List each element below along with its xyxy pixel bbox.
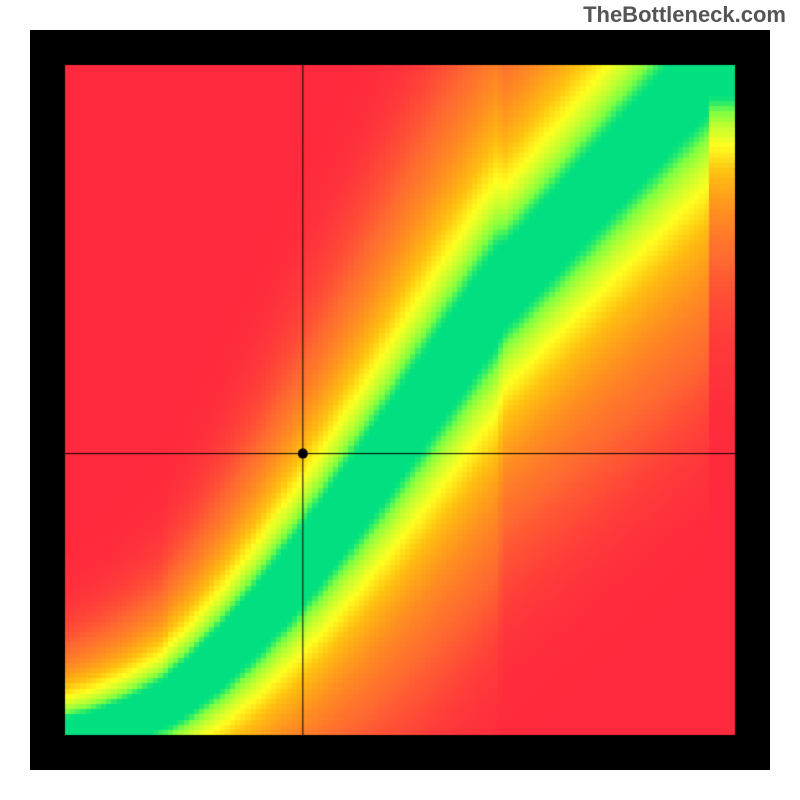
- watermark-text: TheBottleneck.com: [583, 2, 786, 28]
- heatmap-canvas: [30, 30, 770, 770]
- bottleneck-heatmap-chart: [30, 30, 770, 770]
